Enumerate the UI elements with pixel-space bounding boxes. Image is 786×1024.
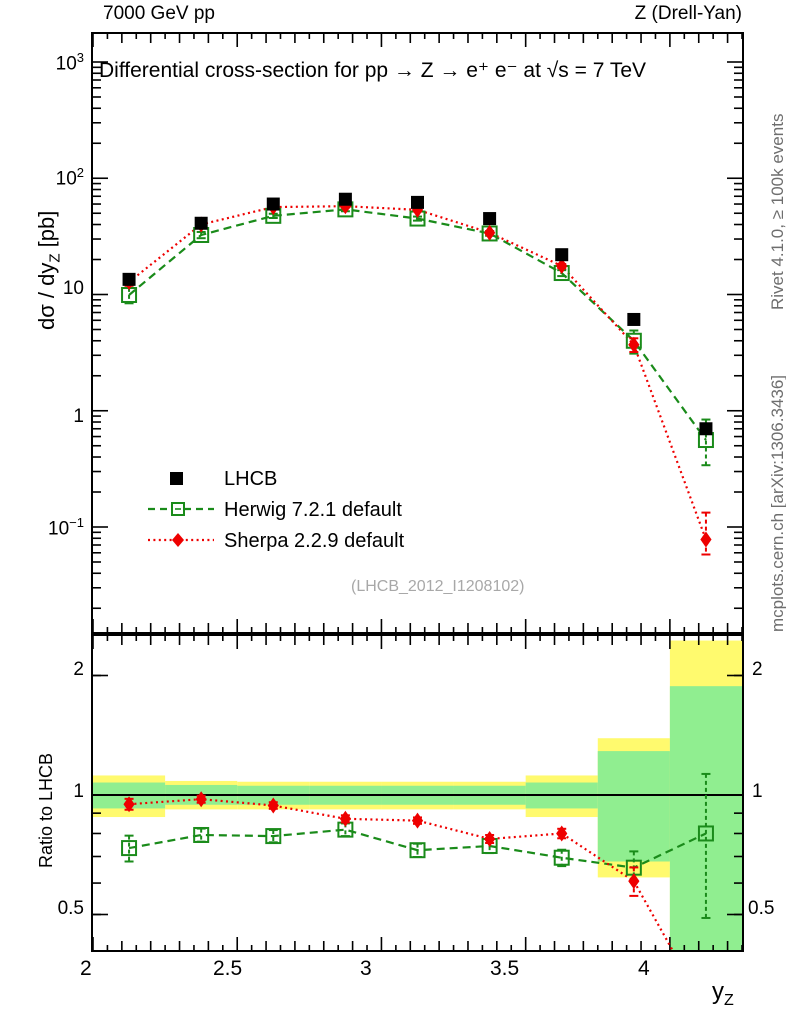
marker-lhcb <box>194 216 208 230</box>
main-yaxis-title-sub: Z <box>46 253 64 263</box>
legend-label-lhcb: LHCB <box>224 468 278 490</box>
ratio-marker-herwig <box>121 840 138 857</box>
legend-label-herwig: Herwig 7.2.1 default <box>224 499 402 521</box>
xtick-4: 4 <box>638 957 650 980</box>
xaxis-title-sub: Z <box>724 991 734 1009</box>
uncertainty-band-inner <box>597 751 670 862</box>
main-ytick-0.1: 10−1 <box>48 515 84 540</box>
ratio-ytick-2-left: 2 <box>73 659 84 680</box>
header-process-label: Z (Drell-Yan) <box>634 3 742 24</box>
main-yaxis-title: dσ / dyZ [pb] <box>34 211 63 330</box>
ratio-marker-herwig <box>697 825 714 842</box>
ratio-marker-herwig <box>409 842 426 859</box>
mcplots-credit: mcplots.cern.ch [arXiv:1306.3436] <box>768 374 786 632</box>
ratio-marker-sherpa <box>267 797 279 814</box>
xaxis-title: yZ <box>712 978 734 1010</box>
error-bar <box>701 511 711 556</box>
marker-lhcb <box>266 197 280 211</box>
xtick-3: 3 <box>360 957 372 980</box>
ratio-plot-area <box>93 636 742 950</box>
ratio-ytick-0.5-left: 0.5 <box>57 898 84 919</box>
xtick-2: 2 <box>80 957 92 980</box>
dotted-line-icon <box>148 533 214 547</box>
ratio-ytick-1-right: 1 <box>752 781 763 802</box>
legend-key-herwig <box>148 496 214 522</box>
ratio-error-bar <box>124 834 134 863</box>
marker-lhcb <box>627 312 641 326</box>
filled-square-icon <box>170 472 183 485</box>
marker-sherpa <box>700 531 712 548</box>
ratio-yaxis-title-text: Ratio to LHCB <box>36 752 56 868</box>
marker-lhcb <box>555 248 569 262</box>
main-yaxis-title-unit: [pb] <box>34 210 59 254</box>
ratio-marker-sherpa <box>123 796 135 813</box>
xtick-3.5: 3.5 <box>490 957 520 980</box>
main-ytick-1: 1 <box>73 406 84 427</box>
dashed-line-icon <box>148 502 214 516</box>
ratio-marker-sherpa <box>411 812 424 829</box>
legend-key-sherpa <box>148 527 214 553</box>
marker-lhcb <box>338 192 352 206</box>
marker-sherpa <box>484 224 496 241</box>
main-plot-frame: Differential cross-section for pp → Z → … <box>91 32 744 634</box>
main-plot-title-text: Differential cross-section for pp → Z → … <box>99 59 647 82</box>
ratio-line-herwig <box>128 828 707 869</box>
ratio-marker-sherpa <box>484 830 496 847</box>
series-line-herwig <box>128 208 707 441</box>
main-ytick-100: 102 <box>55 165 84 190</box>
legend-label-sherpa: Sherpa 2.2.9 default <box>224 530 405 552</box>
marker-lhcb <box>411 195 424 209</box>
analysis-id-watermark: (LHCB_2012_I1208102) <box>351 578 524 596</box>
header-beam-label: 7000 GeV pp <box>103 3 215 24</box>
marker-lhcb <box>483 212 497 226</box>
marker-sherpa <box>556 257 568 274</box>
ratio-marker-herwig <box>265 828 282 845</box>
ratio-marker-sherpa <box>556 825 568 842</box>
ratio-marker-sherpa <box>195 791 207 808</box>
ratio-ytick-2-right: 2 <box>752 659 763 680</box>
legend-key-lhcb <box>148 465 214 491</box>
series-line-sherpa <box>128 205 707 540</box>
ratio-yaxis-title: Ratio to LHCB <box>36 753 57 868</box>
main-plot-area: Differential cross-section for pp → Z → … <box>93 34 742 632</box>
error-bar <box>124 286 134 305</box>
xaxis-title-main: y <box>712 978 724 1005</box>
ratio-error-bar <box>701 772 711 919</box>
main-ytick-10: 10 <box>62 278 84 299</box>
ratio-marker-herwig <box>193 826 210 843</box>
main-ytick-1000: 103 <box>55 50 84 75</box>
marker-sherpa <box>628 336 640 353</box>
ratio-marker-sherpa <box>628 873 640 890</box>
main-plot-title: Differential cross-section for pp → Z → … <box>99 58 646 83</box>
ratio-ytick-1-left: 1 <box>73 781 84 802</box>
ratio-plot-frame <box>91 634 744 952</box>
xtick-2.5: 2.5 <box>213 957 243 980</box>
ratio-marker-herwig <box>553 849 570 866</box>
analysis-id-text: (LHCB_2012_I1208102) <box>351 578 525 595</box>
main-series-overlay <box>93 34 742 632</box>
rivet-version-credit: Rivet 4.1.0, ≥ 100k events <box>768 113 786 310</box>
marker-lhcb <box>699 422 713 436</box>
ratio-ytick-0.5-right: 0.5 <box>748 898 775 919</box>
marker-lhcb <box>122 272 136 286</box>
ratio-series-overlay <box>93 636 742 950</box>
